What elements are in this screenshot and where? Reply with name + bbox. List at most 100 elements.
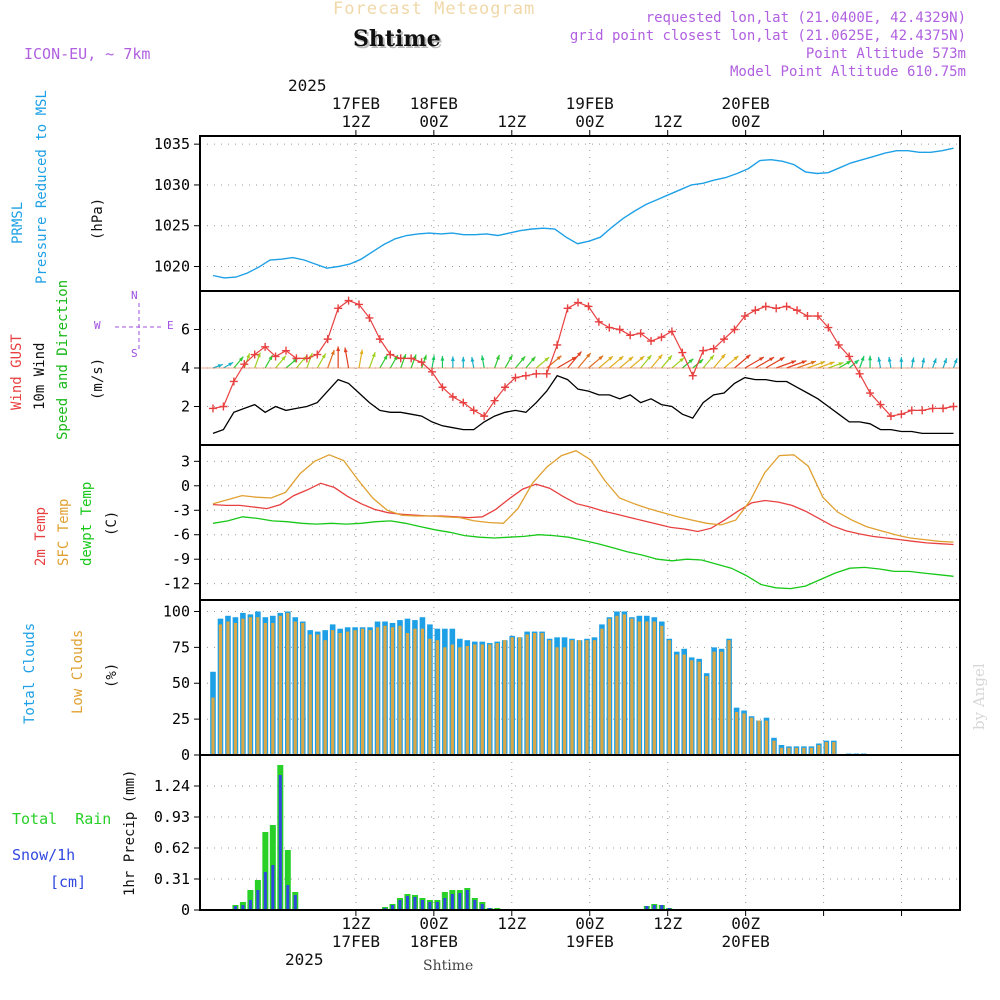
gust-marker bbox=[803, 312, 812, 321]
y-tick-label: 0.31 bbox=[154, 870, 190, 888]
y-tick-label: 0 bbox=[181, 477, 190, 495]
snow-bar bbox=[450, 894, 454, 910]
low-cloud-bar bbox=[570, 640, 574, 755]
snow-bar bbox=[398, 900, 402, 910]
bottom-axis-hour: 12Z bbox=[341, 914, 371, 933]
temp-line-0 bbox=[212, 482, 954, 546]
bottom-axis-day: 19FEB bbox=[565, 932, 614, 951]
bottom-axis-hour: 00Z bbox=[575, 914, 605, 933]
gust-marker bbox=[302, 354, 311, 363]
low-cloud-bar bbox=[764, 720, 769, 755]
gust-marker bbox=[240, 360, 249, 369]
bottom-axis-hour: 12Z bbox=[653, 914, 683, 933]
wind-arrowhead bbox=[336, 346, 341, 352]
low-cloud-bar bbox=[443, 647, 447, 755]
wind-arrowhead bbox=[868, 355, 873, 361]
y-tick-label: 3 bbox=[181, 452, 190, 470]
snow-bar bbox=[420, 900, 424, 910]
low-cloud-bar bbox=[824, 742, 828, 755]
grid-point-coords: grid point closest lon,lat (21.0625E, 42… bbox=[569, 28, 966, 44]
y-tick-label: 0.62 bbox=[154, 839, 190, 857]
wind-arrowhead bbox=[810, 360, 816, 365]
gust-marker bbox=[949, 402, 958, 411]
wind-arrowhead bbox=[238, 356, 244, 362]
snow-bar bbox=[480, 904, 484, 910]
snow-bar bbox=[286, 885, 290, 910]
model-altitude: Model Point Altitude 610.75m bbox=[729, 64, 966, 80]
temp-line-1 bbox=[212, 449, 954, 543]
top-axis-day: 17FEB bbox=[331, 94, 380, 113]
snow-bar bbox=[391, 905, 395, 910]
wind-arrowhead bbox=[530, 356, 536, 362]
low-cloud-bar bbox=[712, 651, 716, 755]
wind-arrowhead bbox=[431, 355, 436, 361]
low-cloud-bar bbox=[615, 615, 619, 755]
compass-n: N bbox=[131, 289, 138, 302]
gust-marker bbox=[313, 350, 322, 359]
rain-bar bbox=[284, 850, 291, 910]
gust-marker bbox=[282, 346, 290, 355]
gust-marker bbox=[229, 377, 238, 386]
wind-arrowhead bbox=[779, 357, 785, 362]
gust-marker bbox=[886, 412, 895, 421]
wind-arrowhead bbox=[556, 355, 562, 361]
point-altitude: Point Altitude 573m bbox=[805, 46, 966, 62]
snow-bar bbox=[233, 906, 237, 910]
low-cloud-bar bbox=[503, 640, 507, 755]
low-cloud-bar bbox=[301, 622, 305, 755]
gust-marker bbox=[897, 410, 906, 419]
snow-bar bbox=[458, 893, 462, 910]
gust-marker bbox=[751, 306, 760, 315]
bottom-axis-hour: 00Z bbox=[731, 914, 761, 933]
panel-frame bbox=[199, 135, 961, 292]
wind-arrowhead bbox=[769, 357, 775, 362]
y-tick-label: -3 bbox=[172, 501, 190, 519]
low-cloud-bar bbox=[779, 747, 784, 755]
low-cloud-bar bbox=[630, 618, 634, 755]
model-label: ICON-EU, ~ 7km bbox=[24, 45, 151, 63]
top-axis-hour: 00Z bbox=[419, 112, 449, 131]
low-cloud-bar bbox=[525, 634, 529, 755]
gust-marker bbox=[532, 369, 541, 378]
gust-marker bbox=[438, 383, 447, 392]
wind-arrowhead bbox=[877, 356, 882, 362]
wind-arrowhead bbox=[854, 359, 860, 365]
wind-arrowhead bbox=[887, 356, 892, 362]
panel-frame bbox=[199, 754, 961, 911]
gust-marker bbox=[657, 333, 666, 342]
top-axis-hour: 12Z bbox=[653, 112, 683, 131]
gust-marker bbox=[469, 406, 478, 415]
wind-arrowhead bbox=[953, 358, 958, 364]
wind-arrowhead bbox=[383, 354, 388, 360]
low-cloud-bar bbox=[727, 640, 731, 755]
low-cloud-bar bbox=[682, 654, 686, 755]
top-axis-year: 2025 bbox=[288, 76, 327, 95]
compass-e: E bbox=[167, 319, 174, 332]
low-cloud-bar bbox=[667, 640, 671, 755]
wind-arrowhead bbox=[508, 355, 513, 361]
low-cloud-bar bbox=[690, 660, 694, 755]
gust-marker bbox=[407, 354, 416, 363]
top-axis-day: 20FEB bbox=[721, 94, 770, 113]
low-cloud-bar bbox=[278, 615, 282, 755]
wind-arrowhead bbox=[801, 360, 807, 365]
y-tick-label: 4 bbox=[181, 359, 190, 377]
gust-marker bbox=[334, 304, 343, 313]
low-cloud-bar bbox=[383, 625, 387, 755]
wind-arrowhead bbox=[910, 357, 915, 363]
gust-marker bbox=[605, 323, 614, 332]
low-cloud-bar bbox=[331, 630, 335, 755]
wind-arrowhead bbox=[679, 357, 685, 363]
wind-arrowhead bbox=[586, 352, 591, 358]
snow-bar bbox=[241, 905, 245, 910]
wind-arrowhead bbox=[321, 353, 326, 359]
gust-marker bbox=[615, 325, 624, 334]
low-cloud-bar bbox=[592, 640, 597, 755]
low-cloud-bar bbox=[757, 720, 761, 755]
wind-arrowhead bbox=[371, 352, 376, 358]
snow-bar bbox=[465, 890, 469, 910]
wind-arrowhead bbox=[860, 355, 865, 361]
low-cloud-bar bbox=[428, 638, 432, 755]
gust-marker bbox=[907, 406, 916, 415]
wind-arrowhead bbox=[571, 356, 577, 361]
